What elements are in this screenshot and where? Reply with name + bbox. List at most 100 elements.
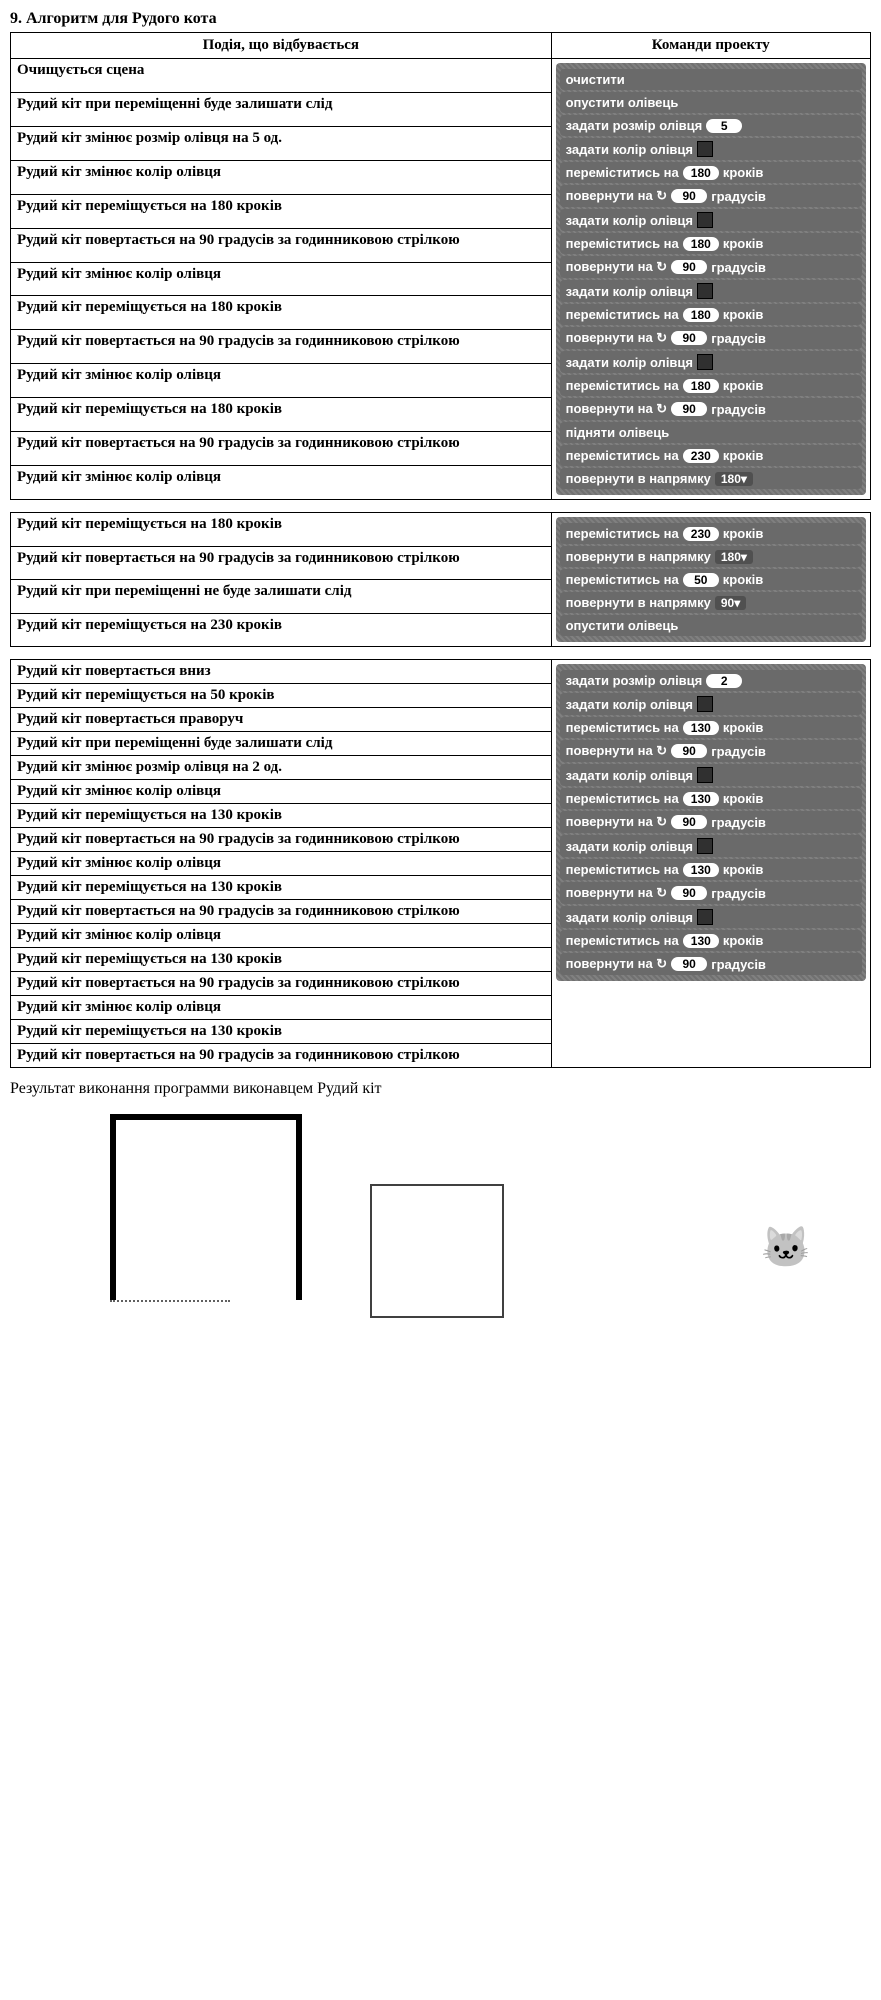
event-cell: Рудий кіт переміщується на 180 кроків: [11, 398, 552, 432]
event-cell: Рудий кіт переміщується на 180 кроків: [11, 296, 552, 330]
scratch-block: переміститись на 230 кроків: [560, 445, 862, 466]
block-suffix: кроків: [723, 791, 764, 806]
color-swatch-icon: [697, 696, 713, 712]
big-square: [110, 1114, 302, 1300]
event-cell: Рудий кіт повертається праворуч: [11, 708, 552, 732]
algorithm-table-1: Подія, що відбувається Команди проекту О…: [10, 32, 871, 500]
scratch-block: задати колір олівця: [560, 280, 862, 302]
block-suffix: кроків: [723, 448, 764, 463]
block-suffix: кроків: [723, 862, 764, 877]
event-cell: Рудий кіт змінює колір олівця: [11, 996, 552, 1020]
scratch-block: задати розмір олівця5: [560, 115, 862, 136]
block-label: опустити олівець: [566, 95, 679, 110]
block-suffix: градусів: [711, 957, 766, 972]
event-cell: Рудий кіт переміщується на 230 кроків: [11, 613, 552, 647]
scratch-block: повернути в напрямку180▾: [560, 546, 862, 567]
algorithm-table-3: Рудий кіт повертається вниззадати розмір…: [10, 659, 871, 1068]
scratch-block: очистити: [560, 69, 862, 90]
block-label: очистити: [566, 72, 625, 87]
block-label: задати колір олівця: [566, 355, 693, 370]
scratch-block: переміститись на130кроків: [560, 717, 862, 738]
block-label: переміститись на: [566, 236, 679, 251]
block-stack: задати розмір олівця2задати колір олівця…: [556, 664, 866, 981]
block-label: переміститись на: [566, 862, 679, 877]
scratch-block: повернути на ↻90градусів: [560, 398, 862, 420]
block-label: задати колір олівця: [566, 910, 693, 925]
block-label: задати колір олівця: [566, 142, 693, 157]
event-cell: Рудий кіт при переміщенні буде залишати …: [11, 92, 552, 126]
block-label: повернути на ↻: [566, 188, 668, 204]
algorithm-table-2: Рудий кіт переміщується на 180 кроків пер…: [10, 512, 871, 647]
block-value-pill: 2: [706, 674, 742, 688]
block-label: повернути на ↻: [566, 885, 668, 901]
event-cell: Рудий кіт повертається на 90 градусів за…: [11, 828, 552, 852]
scratch-block: переміститись на180кроків: [560, 375, 862, 396]
event-cell: Рудий кіт переміщується на 130 кроків: [11, 876, 552, 900]
block-value-pill: 90: [671, 957, 707, 971]
cat-sprite-icon: 🐱: [761, 1224, 811, 1271]
scratch-block: задати колір олівця: [560, 764, 862, 786]
color-swatch-icon: [697, 212, 713, 228]
block-label: переміститись на: [566, 933, 679, 948]
scratch-block: задати колір олівця: [560, 138, 862, 160]
block-suffix: кроків: [723, 165, 764, 180]
block-suffix: градусів: [711, 815, 766, 830]
result-label: Результат виконання программи виконавцем…: [10, 1080, 871, 1098]
scratch-block: переміститись на50кроків: [560, 569, 862, 590]
event-cell: Рудий кіт повертається на 90 градусів за…: [11, 1044, 552, 1068]
event-cell: Рудий кіт повертається на 90 градусів за…: [11, 330, 552, 364]
event-cell: Рудий кіт повертається на 90 градусів за…: [11, 432, 552, 466]
scratch-block: переміститись на180кроків: [560, 304, 862, 325]
small-square: [370, 1184, 504, 1318]
block-suffix: кроків: [723, 236, 764, 251]
block-label: переміститись на: [566, 448, 679, 463]
block-value-pill: 130: [683, 934, 719, 948]
block-value-pill: 90: [671, 189, 707, 203]
block-suffix: кроків: [723, 720, 764, 735]
scratch-block: повернути на ↻90градусів: [560, 185, 862, 207]
block-value-pill: 90: [671, 744, 707, 758]
block-label: повернути на ↻: [566, 814, 668, 830]
page-title: 9. Алгоритм для Рудого кота: [10, 10, 871, 28]
event-cell: Рудий кіт змінює розмір олівця на 2 од.: [11, 756, 552, 780]
scratch-block: повернути на ↻90градусів: [560, 882, 862, 904]
event-cell: Рудий кіт змінює колір олівця: [11, 466, 552, 500]
block-suffix: кроків: [723, 526, 764, 541]
block-value-pill: 50: [683, 573, 719, 587]
block-value-pill: 230: [683, 527, 719, 541]
block-label: повернути в напрямку: [566, 471, 711, 486]
block-suffix: градусів: [711, 886, 766, 901]
color-swatch-icon: [697, 283, 713, 299]
block-value-pill: 5: [706, 119, 742, 133]
block-label: повернути на ↻: [566, 743, 668, 759]
color-swatch-icon: [697, 909, 713, 925]
event-cell: Рудий кіт переміщується на 180 кроків: [11, 513, 552, 547]
block-label: задати колір олівця: [566, 213, 693, 228]
block-label: переміститись на: [566, 526, 679, 541]
scratch-block: переміститись на 230 кроків: [560, 523, 862, 544]
color-swatch-icon: [697, 141, 713, 157]
table-row: Рудий кіт повертається вниззадати розмір…: [11, 660, 871, 684]
block-value-pill: 130: [683, 863, 719, 877]
block-value-pill: 90: [671, 402, 707, 416]
block-value-pill: 230: [683, 449, 719, 463]
block-label: повернути на ↻: [566, 259, 668, 275]
scratch-block: задати колір олівця: [560, 835, 862, 857]
scratch-block: задати колір олівця: [560, 351, 862, 373]
event-cell: Рудий кіт переміщується на 130 кроків: [11, 804, 552, 828]
block-suffix: кроків: [723, 378, 764, 393]
block-suffix: кроків: [723, 572, 764, 587]
block-value-pill: 130: [683, 721, 719, 735]
scratch-block: повернути на ↻90градусів: [560, 256, 862, 278]
block-value-pill: 180: [683, 379, 719, 393]
scratch-block: повернути в напрямку180▾: [560, 468, 862, 489]
event-cell: Рудий кіт змінює колір олівця: [11, 852, 552, 876]
result-drawing: 🐱: [10, 1104, 871, 1384]
block-label: задати колір олівця: [566, 839, 693, 854]
block-stack: очистити опустити олівець задати розмір ол…: [556, 63, 866, 495]
block-value-pill: 180: [683, 166, 719, 180]
scratch-block: задати колір олівця: [560, 906, 862, 928]
event-cell: Рудий кіт при переміщенні буде залишати …: [11, 732, 552, 756]
event-cell: Рудий кіт змінює колір олівця: [11, 924, 552, 948]
event-cell: Рудий кіт змінює колір олівця: [11, 262, 552, 296]
